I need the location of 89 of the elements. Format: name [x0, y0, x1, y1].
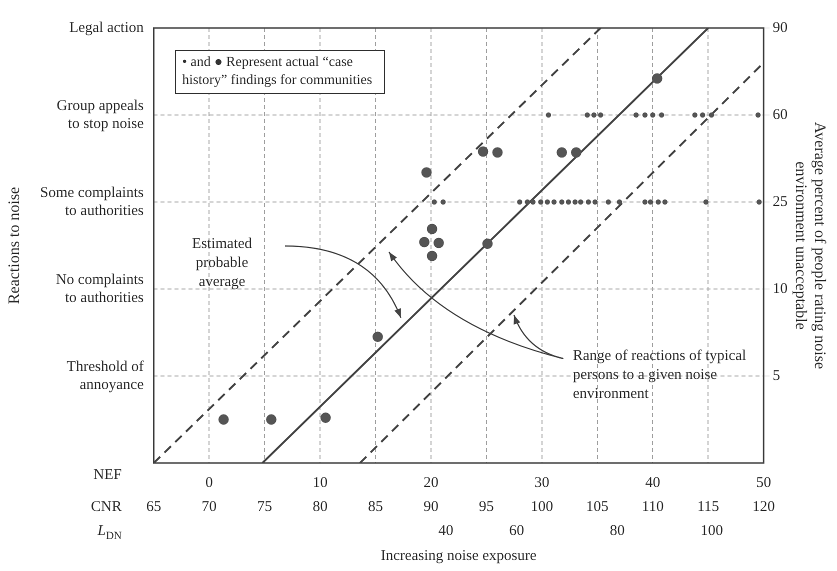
point	[656, 199, 661, 205]
point	[538, 199, 544, 205]
x-tick-label: 65	[146, 498, 162, 515]
point	[755, 112, 761, 118]
point	[658, 112, 664, 118]
text: 60	[509, 522, 524, 539]
category-label: Threshold of annoyance	[66, 358, 144, 393]
point	[218, 414, 229, 425]
x-axis-title: CNR	[90, 498, 122, 515]
category-label: Legal action	[69, 20, 144, 36]
x2-tick-label: 10	[312, 474, 328, 491]
x-tick-label: 110	[642, 498, 664, 515]
point	[266, 414, 276, 425]
y2-axis-title: Average percent of people rating noise environment unacceptable	[792, 122, 828, 370]
point	[559, 199, 564, 205]
point	[633, 112, 639, 118]
point	[544, 199, 550, 205]
annotation: • and ● Represent actual “case history” findings for communities	[175, 50, 386, 94]
point	[426, 224, 438, 234]
point	[517, 199, 522, 205]
x-tick-label: 90	[423, 498, 438, 515]
category-label: 25	[772, 194, 788, 210]
x2-tick-label: 0	[205, 474, 213, 491]
category-label: 90	[772, 20, 788, 36]
text: 60	[772, 106, 788, 123]
point	[650, 112, 656, 118]
point	[692, 112, 698, 118]
point	[556, 147, 567, 158]
x-tick-label: 105	[586, 498, 609, 515]
x-tick-label: 75	[257, 498, 272, 515]
x2-tick-label: 50	[756, 474, 772, 491]
point	[586, 199, 592, 205]
point	[598, 112, 604, 118]
point	[572, 199, 578, 205]
point	[530, 199, 536, 205]
point	[492, 147, 503, 158]
point	[708, 112, 714, 118]
x-tick-label: 80	[312, 498, 328, 515]
text: 100	[700, 522, 724, 539]
x-tick-label: 70	[202, 498, 217, 515]
x-tick-label: 95	[478, 498, 494, 515]
point	[434, 238, 444, 248]
point	[320, 412, 331, 423]
point	[703, 199, 709, 205]
text: Increasing noise exposure	[380, 547, 538, 566]
category-label: Group appeals to stop noise	[56, 98, 144, 132]
point	[648, 199, 654, 205]
point	[566, 199, 572, 205]
point	[571, 147, 582, 158]
text: 80	[610, 522, 625, 539]
point	[591, 112, 597, 118]
x2-tick-label: 20	[423, 474, 438, 491]
point	[642, 199, 648, 205]
point	[584, 112, 590, 118]
point	[616, 199, 622, 205]
point	[478, 146, 488, 157]
point	[546, 112, 552, 118]
point	[756, 199, 762, 205]
annotation: Range of reactions of typical persons to a given noise environment	[572, 346, 748, 404]
point	[524, 199, 530, 205]
point	[440, 199, 446, 205]
text: 40	[438, 522, 454, 539]
x2-tick-label: 30	[534, 474, 550, 491]
point	[421, 167, 432, 178]
category-label: No complaints to authorities	[56, 272, 144, 306]
category-label: 10	[772, 280, 788, 297]
x-tick-label: 120	[752, 498, 775, 515]
point	[578, 199, 584, 205]
category-label: Some complaints to authorities	[40, 184, 144, 219]
text: Reactions to noise	[4, 186, 24, 304]
point	[592, 199, 598, 205]
point	[642, 112, 648, 118]
point	[426, 250, 438, 262]
x-tick-label: 85	[368, 498, 384, 515]
x2-tick-label: 40	[645, 474, 660, 491]
point	[372, 332, 383, 342]
point	[419, 236, 430, 248]
point	[432, 199, 437, 205]
point	[551, 199, 557, 205]
category-label: 5	[772, 368, 780, 384]
point	[652, 73, 662, 84]
x2-axis-title: NEF	[93, 466, 122, 483]
x-tick-label: 100	[530, 498, 554, 515]
x-tick-label: 115	[697, 498, 720, 515]
annotation: Estimated probable average	[191, 234, 254, 292]
point	[606, 199, 611, 205]
point	[700, 112, 706, 118]
point	[482, 238, 493, 249]
point	[662, 199, 668, 205]
